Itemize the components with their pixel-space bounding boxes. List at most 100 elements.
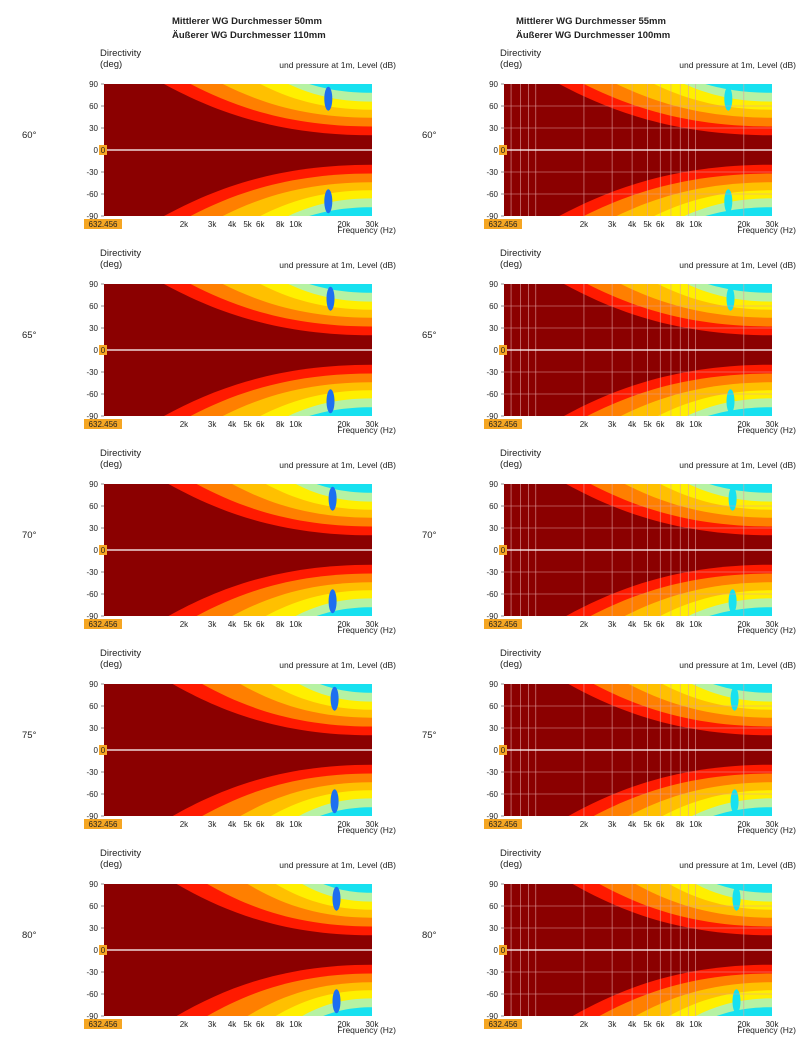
cursor-x-value: 632.456 [89,420,118,429]
y-tick-label: 90 [489,280,498,289]
x-tick-label: 5k [243,220,252,229]
x-tick-label: 20k [337,1020,351,1029]
colorbar-label: und pressure at 1m, Level (dB) [679,460,796,470]
cursor-y-box[interactable] [99,145,107,155]
colorbar-label: und pressure at 1m, Level (dB) [279,860,396,870]
x-tick-label: 3k [608,220,617,229]
colorbar-label: und pressure at 1m, Level (dB) [279,460,396,470]
y-tick-label: -30 [486,368,498,377]
panel-unit-text: (deg) [100,859,123,870]
cursor-x-box[interactable] [84,619,122,629]
dip-mark-top [726,286,735,311]
y-tick-label: 0 [94,346,99,355]
dip-mark-bottom [732,989,741,1014]
y-tick-label: 60 [89,502,98,511]
dip-mark-top [326,286,335,311]
cursor-x-box[interactable] [484,1019,522,1029]
directivity-panel-left-2: Directivity (deg) und pressure at 1m, Leve… [84,448,400,636]
cursor-y-box[interactable] [99,345,107,355]
x-tick-label: 6k [256,220,265,229]
cursor-x-value: 632.456 [489,620,518,629]
panel-title: Directivity (deg) [100,648,141,670]
y-tick-label: 60 [489,102,498,111]
panel-title: Directivity (deg) [500,448,541,470]
cursor-x-box[interactable] [484,419,522,429]
dip-mark-top [728,486,737,511]
band-cyan-bottom [309,407,372,416]
cursor-y-box[interactable] [499,345,507,355]
directivity-panel-right-3: Directivity (deg) und pressure at 1m, Leve… [484,648,800,836]
cursor-y-box[interactable] [99,745,107,755]
panel-unit-text: (deg) [100,659,123,670]
cursor-x-value: 632.456 [89,1020,118,1029]
cursor-x-box[interactable] [84,219,122,229]
y-tick-label: 90 [489,680,498,689]
x-tick-label: 8k [276,820,285,829]
cursor-y-box[interactable] [499,145,507,155]
y-tick-label: -30 [486,968,498,977]
y-tick-label: -60 [486,190,498,199]
directivity-panel-left-3: Directivity (deg) und pressure at 1m, Leve… [84,648,400,836]
y-tick-label: -90 [86,812,98,821]
dip-mark-top [732,886,741,911]
angle-label-right-0: 60° [422,130,437,141]
cursor-y-box[interactable] [99,945,107,955]
panel-title: Directivity (deg) [100,248,141,270]
y-tick-label: -60 [486,590,498,599]
x-tick-label: 6k [256,420,265,429]
dip-mark-bottom [726,389,735,414]
cursor-y-box[interactable] [499,545,507,555]
panel-title: Directivity (deg) [100,848,141,870]
x-tick-label: 30k [766,820,780,829]
y-tick-label: 90 [489,480,498,489]
x-tick-label: 4k [228,820,237,829]
cursor-x-box[interactable] [484,219,522,229]
band-cyan-bottom [319,807,372,816]
x-tick-label: 3k [608,820,617,829]
heatmap-plot: 90 60 30 0 -30 -60 -90 2k 3k 4k 5k 6k 8k 10k 20k 30k 0 63… [84,280,379,429]
y-tick-label: -60 [86,790,98,799]
x-axis-label: Frequency (Hz) [737,1025,796,1035]
cursor-y-value: 0 [101,946,106,955]
x-tick-label: 20k [337,620,351,629]
y-tick-label: 30 [89,524,98,533]
x-axis-label: Frequency (Hz) [337,425,396,435]
x-tick-label: 8k [676,620,685,629]
y-tick-label: -60 [486,990,498,999]
band-cyan-top [323,884,372,893]
dip-mark-top [332,886,341,911]
y-tick-label: -60 [86,990,98,999]
directivity-panel-right-1: Directivity (deg) und pressure at 1m, Leve… [484,248,800,436]
panel-unit-text: (deg) [100,459,123,470]
x-axis-label: Frequency (Hz) [737,625,796,635]
cursor-x-box[interactable] [84,419,122,429]
cursor-x-box[interactable] [84,819,122,829]
cursor-x-box[interactable] [484,819,522,829]
cursor-y-box[interactable] [499,945,507,955]
y-tick-label: -30 [486,168,498,177]
x-tick-label: 5k [643,420,652,429]
x-tick-label: 4k [228,620,237,629]
cursor-x-box[interactable] [484,619,522,629]
y-tick-label: 0 [94,746,99,755]
y-tick-label: 0 [494,546,499,555]
x-tick-label: 30k [366,220,380,229]
x-tick-label: 8k [276,420,285,429]
cursor-x-value: 632.456 [489,820,518,829]
band-cyan-bottom [716,1007,772,1016]
x-tick-label: 30k [366,420,380,429]
cursor-y-box[interactable] [499,745,507,755]
y-tick-label: 60 [89,102,98,111]
x-tick-label: 3k [608,420,617,429]
cursor-y-value: 0 [101,746,106,755]
cursor-x-value: 632.456 [489,1020,518,1029]
cursor-x-value: 632.456 [489,220,518,229]
y-tick-label: -90 [486,212,498,221]
colorbar-label: und pressure at 1m, Level (dB) [279,660,396,670]
cursor-y-box[interactable] [99,545,107,555]
cursor-x-box[interactable] [84,1019,122,1029]
x-tick-label: 5k [643,220,652,229]
x-tick-label: 6k [256,1020,265,1029]
band-cyan-top [319,684,372,693]
x-tick-label: 3k [208,420,217,429]
